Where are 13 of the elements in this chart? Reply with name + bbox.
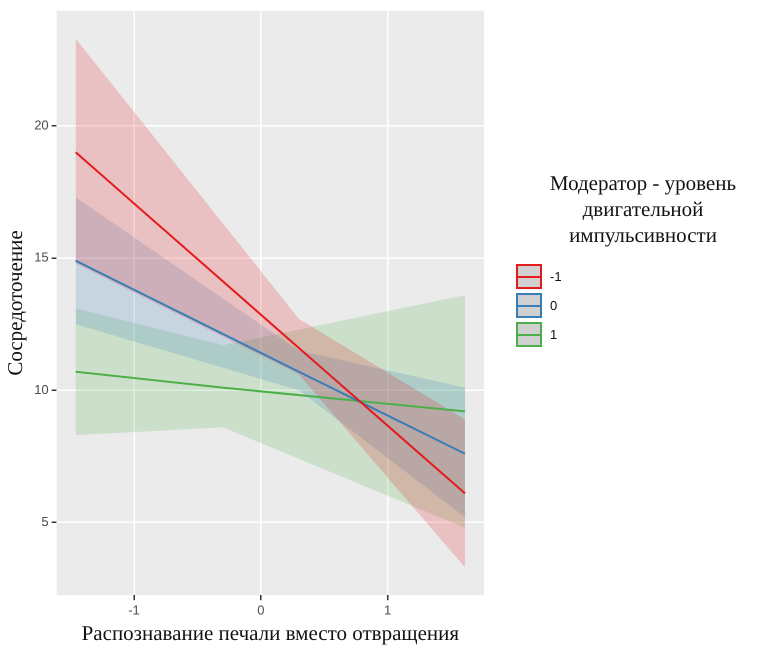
x-tick-label: 0 bbox=[257, 602, 264, 618]
y-tick-label: 5 bbox=[41, 514, 49, 530]
legend-label: -1 bbox=[550, 269, 562, 284]
y-tick-label: 15 bbox=[34, 250, 49, 265]
legend-title: Модератор - уровень двигательной импульсивности bbox=[548, 170, 738, 248]
y-tick-label: 10 bbox=[34, 382, 49, 397]
x-tick-label: -1 bbox=[128, 602, 140, 618]
legend-label: 0 bbox=[550, 298, 558, 313]
y-axis-title: Сосредоточение bbox=[3, 230, 28, 376]
x-axis-title: Распознавание печали вместо отвращения bbox=[82, 620, 460, 645]
y-tick-label: 20 bbox=[34, 117, 49, 132]
x-tick-label: 1 bbox=[384, 602, 392, 618]
legend-label: 1 bbox=[550, 327, 558, 342]
